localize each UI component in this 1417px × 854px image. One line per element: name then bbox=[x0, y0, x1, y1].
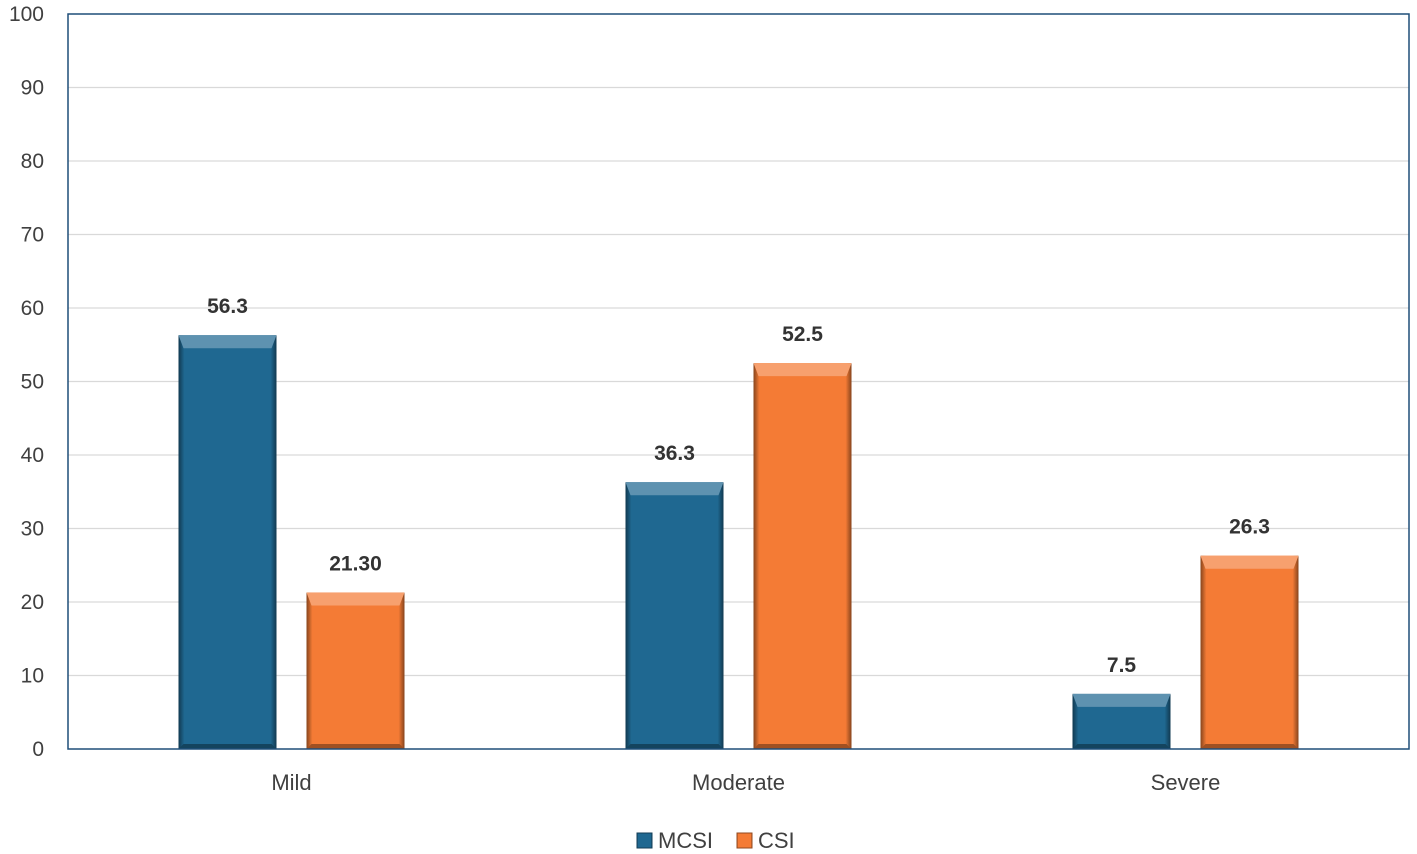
data-label: 21.30 bbox=[329, 552, 382, 575]
bar-mcsi-mild bbox=[178, 335, 277, 749]
bar-csi-moderate bbox=[753, 363, 852, 749]
legend-label: CSI bbox=[758, 828, 795, 853]
legend-swatch bbox=[736, 832, 753, 849]
y-tick-label: 80 bbox=[21, 150, 44, 173]
x-category-label: Severe bbox=[1151, 770, 1221, 795]
data-label: 56.3 bbox=[207, 295, 248, 318]
x-category-label: Moderate bbox=[692, 770, 785, 795]
y-tick-label: 100 bbox=[9, 3, 44, 26]
x-category-label: Mild bbox=[271, 770, 311, 795]
y-tick-label: 70 bbox=[21, 224, 44, 247]
data-labels: 56.3 21.30 36.3 52.5 7.5 26.3 bbox=[207, 295, 1270, 677]
y-tick-label: 90 bbox=[21, 77, 44, 100]
bar-mcsi-moderate bbox=[625, 482, 724, 749]
y-tick-label: 20 bbox=[21, 591, 44, 614]
legend: MCSI CSI bbox=[636, 828, 795, 853]
y-tick-label: 30 bbox=[21, 518, 44, 541]
y-axis-ticks: 0 10 20 30 40 50 60 70 80 90 100 bbox=[9, 3, 44, 761]
legend-item-csi: CSI bbox=[736, 828, 795, 853]
bar-csi-severe bbox=[1200, 555, 1299, 749]
data-label: 52.5 bbox=[782, 323, 823, 346]
gridlines bbox=[68, 86, 1409, 677]
data-label: 7.5 bbox=[1107, 654, 1137, 677]
bar-mcsi-severe bbox=[1072, 693, 1171, 749]
y-tick-label: 60 bbox=[21, 297, 44, 320]
bar-csi-mild bbox=[306, 592, 405, 749]
legend-item-mcsi: MCSI bbox=[636, 828, 713, 853]
data-label: 36.3 bbox=[654, 442, 695, 465]
y-tick-label: 0 bbox=[32, 738, 44, 761]
plot-frame bbox=[67, 13, 1410, 750]
bars bbox=[178, 335, 1299, 749]
y-tick-label: 50 bbox=[21, 371, 44, 394]
data-label: 26.3 bbox=[1229, 516, 1270, 539]
y-tick-label: 10 bbox=[21, 665, 44, 688]
y-tick-label: 40 bbox=[21, 444, 44, 467]
legend-label: MCSI bbox=[658, 828, 713, 853]
legend-swatch bbox=[636, 832, 653, 849]
x-axis-categories: Mild Moderate Severe bbox=[271, 770, 1220, 795]
